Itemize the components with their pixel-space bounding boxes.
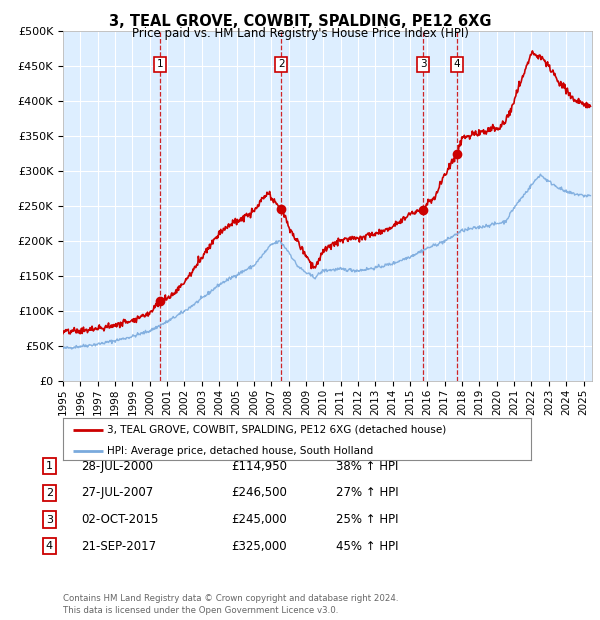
Text: 28-JUL-2000: 28-JUL-2000 — [81, 460, 153, 472]
Text: HPI: Average price, detached house, South Holland: HPI: Average price, detached house, Sout… — [107, 446, 374, 456]
Text: 25% ↑ HPI: 25% ↑ HPI — [336, 513, 398, 526]
Text: 21-SEP-2017: 21-SEP-2017 — [81, 540, 156, 552]
Text: £245,000: £245,000 — [231, 513, 287, 526]
Text: 3: 3 — [46, 515, 53, 525]
Text: £325,000: £325,000 — [231, 540, 287, 552]
Text: 3, TEAL GROVE, COWBIT, SPALDING, PE12 6XG: 3, TEAL GROVE, COWBIT, SPALDING, PE12 6X… — [109, 14, 491, 29]
Text: 27% ↑ HPI: 27% ↑ HPI — [336, 487, 398, 499]
Text: 1: 1 — [157, 60, 163, 69]
Text: Contains HM Land Registry data © Crown copyright and database right 2024.
This d: Contains HM Land Registry data © Crown c… — [63, 594, 398, 615]
Text: 45% ↑ HPI: 45% ↑ HPI — [336, 540, 398, 552]
Text: 1: 1 — [46, 461, 53, 471]
Text: 02-OCT-2015: 02-OCT-2015 — [81, 513, 158, 526]
Text: 2: 2 — [278, 60, 284, 69]
Text: 27-JUL-2007: 27-JUL-2007 — [81, 487, 153, 499]
Text: 38% ↑ HPI: 38% ↑ HPI — [336, 460, 398, 472]
Text: 4: 4 — [46, 541, 53, 551]
Text: Price paid vs. HM Land Registry's House Price Index (HPI): Price paid vs. HM Land Registry's House … — [131, 27, 469, 40]
Text: 3: 3 — [420, 60, 427, 69]
Text: 2: 2 — [46, 488, 53, 498]
Text: 3, TEAL GROVE, COWBIT, SPALDING, PE12 6XG (detached house): 3, TEAL GROVE, COWBIT, SPALDING, PE12 6X… — [107, 425, 447, 435]
Text: £114,950: £114,950 — [231, 460, 287, 472]
Text: £246,500: £246,500 — [231, 487, 287, 499]
Text: 4: 4 — [454, 60, 461, 69]
